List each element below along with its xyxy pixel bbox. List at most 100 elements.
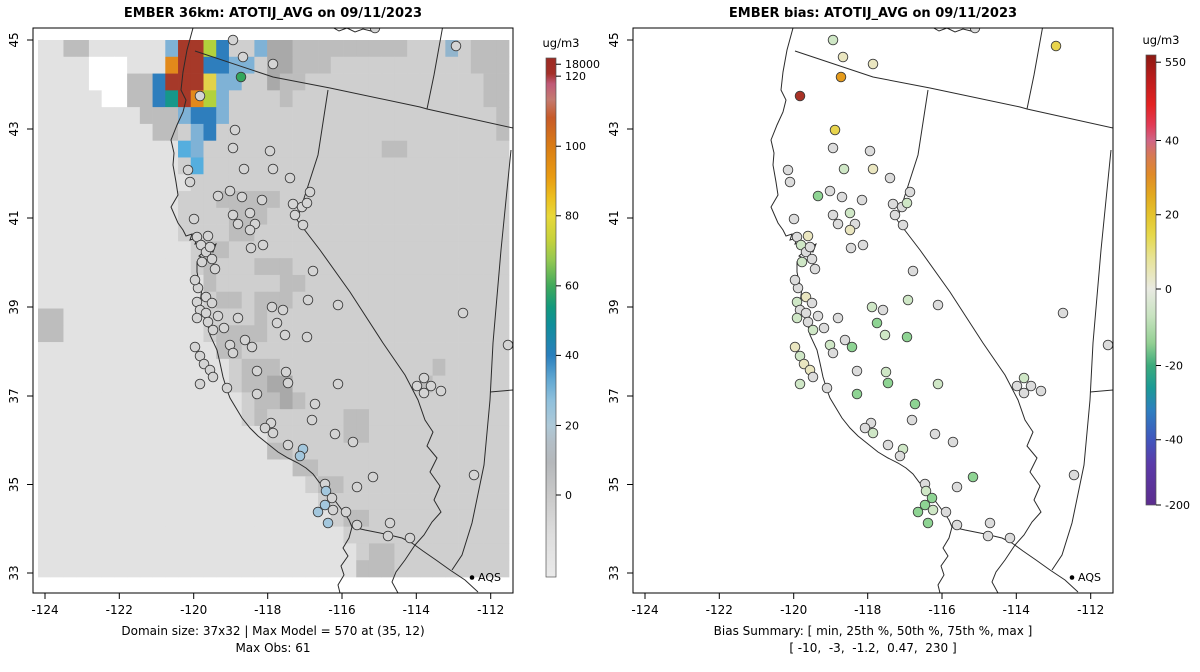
raster-cell [254,409,268,427]
raster-cell [152,123,166,142]
station-dot [932,299,944,311]
x-tick-label: -118 [254,603,281,617]
raster-cell [496,174,510,192]
station-dot [845,242,857,254]
raster-cell [228,493,243,511]
raster-cell [496,425,510,444]
raster-cell [394,40,408,58]
raster-cell [458,526,472,544]
border-polyline [951,526,1079,593]
raster-cell [165,140,179,158]
raster-cell [139,459,153,477]
raster-cell [152,56,166,74]
border-polyline [337,526,353,593]
raster-cell [63,509,77,527]
raster-cell [445,425,459,444]
raster-cell [165,157,179,175]
raster-cell [292,526,306,544]
raster-cell [445,157,459,175]
raster-cell [381,258,395,276]
station-dot [229,124,241,136]
raster-cell [228,543,243,561]
raster-cell [381,392,395,410]
raster-cell [152,140,166,158]
raster-cell [419,560,433,578]
raster-cell [139,123,153,142]
raster-cell [76,56,90,74]
raster-cell [216,207,230,225]
raster-cell [292,543,306,561]
raster-cell [88,425,102,444]
raster-cell [267,560,281,578]
raster-cell [470,560,484,578]
left-caption-line1: Domain size: 37x32 | Max Model = 570 at … [121,624,425,638]
raster-cell [267,442,281,460]
raster-cell [139,543,153,561]
raster-cell [178,241,192,259]
station-dot [844,207,856,219]
raster-cell [330,140,344,158]
raster-cell [279,241,293,259]
raster-cell [394,140,408,158]
raster-cell [127,157,141,175]
station-dot [838,163,850,175]
raster-cell [38,560,52,578]
raster-cell [254,459,268,477]
raster-cell [292,392,306,410]
raster-cell [305,40,319,58]
raster-cell [76,140,90,158]
station-dot [244,224,256,236]
raster-cell [88,140,102,158]
raster-cell [50,191,64,209]
raster-cell [394,174,408,192]
raster-cell [267,543,281,561]
raster-cell [445,392,459,410]
station-dot [951,519,963,531]
raster-cell [254,308,268,326]
raster-cell [203,442,217,460]
raster-cell [330,224,344,242]
raster-cell [432,392,446,410]
colorbar-title: ug/m3 [1143,33,1180,47]
station-dot [267,58,279,70]
raster-cell [496,123,510,142]
raster-cell [63,526,77,544]
raster-cell [241,459,255,477]
raster-cell [445,90,459,108]
raster-cell [356,174,370,192]
station-dot [227,347,239,359]
raster-cell [318,123,332,142]
raster-cell [241,308,255,326]
station-dot [404,532,416,544]
raster-cell [368,90,383,108]
raster-cell [292,409,306,427]
raster-cell [114,560,128,578]
raster-cell [165,241,179,259]
raster-cell [458,107,472,125]
border-polyline [937,526,953,593]
raster-cell [241,375,255,393]
raster-cell [216,526,230,544]
station-dot [206,253,218,265]
raster-cell [407,442,421,460]
raster-cell [101,40,115,58]
raster-cell [139,308,153,326]
raster-cell [254,224,268,242]
station-dot [867,58,879,70]
raster-cell [407,543,421,561]
colorbar-tick-label: 100 [565,140,586,153]
raster-cell [101,392,115,410]
station-dot [309,398,321,410]
raster-cell [165,560,179,578]
x-tick-label: -114 [403,603,430,617]
raster-cell [356,358,370,376]
raster-cell [432,509,446,527]
raster-cell [279,140,293,158]
raster-cell [279,526,293,544]
colorbar-tick-label: 40 [1165,134,1179,147]
raster-cell [356,291,370,309]
raster-cell [152,509,166,527]
aqs-legend-label: AQS [1078,571,1101,584]
raster-cell [330,157,344,175]
raster-cell [368,526,383,544]
